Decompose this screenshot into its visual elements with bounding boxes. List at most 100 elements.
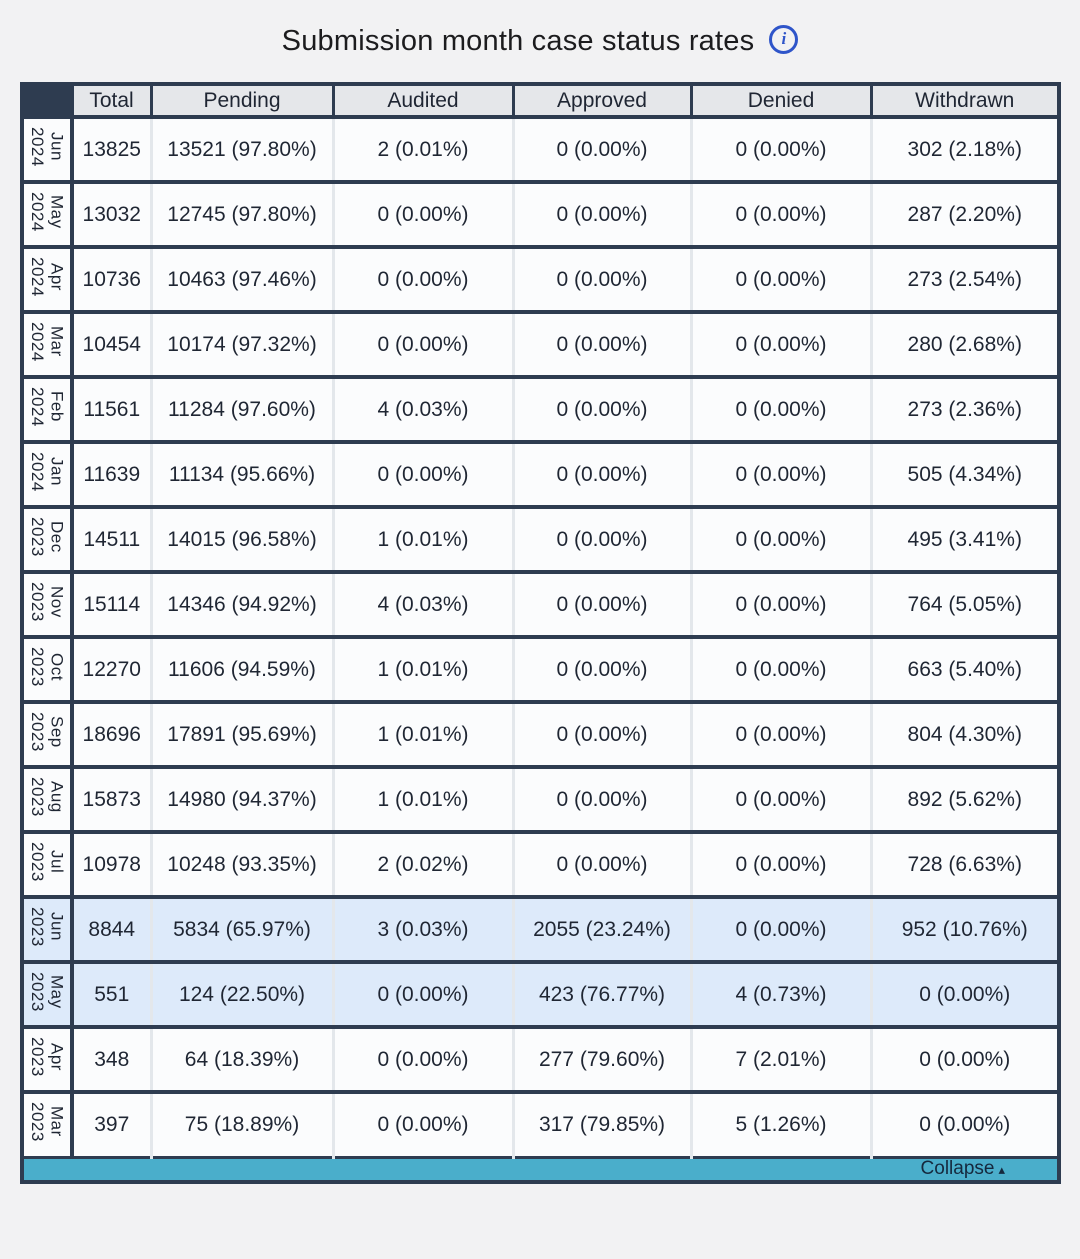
info-icon[interactable]: i [769, 24, 799, 54]
cell-audited: 4 (0.03%) [331, 570, 513, 637]
cell-withdrawn: 663 (5.40%) [869, 635, 1059, 702]
page-title: Submission month case status rates [281, 24, 755, 57]
cell-denied: 0 (0.00%) [689, 115, 871, 182]
row-label-text: Jun 2023 [28, 906, 67, 947]
cell-denied: 0 (0.00%) [689, 310, 871, 377]
table-row: Sep 2023 18696 17891 (95.69%) 1 (0.01%) 0 (0.… [22, 700, 1059, 767]
cell-pending: 10174 (97.32%) [149, 310, 333, 377]
cell-approved: 0 (0.00%) [511, 245, 691, 312]
row-label-jun-2024: Jun 2024 [22, 115, 74, 182]
row-label-text: Dec 2023 [28, 516, 67, 557]
cell-withdrawn: 804 (4.30%) [869, 700, 1059, 767]
cell-pending: 5834 (65.97%) [149, 895, 333, 962]
row-label-text: May 2024 [28, 191, 67, 232]
cell-withdrawn: 495 (3.41%) [869, 505, 1059, 572]
cell-pending: 14015 (96.58%) [149, 505, 333, 572]
cell-total: 11639 [70, 440, 151, 507]
cell-pending: 13521 (97.80%) [149, 115, 333, 182]
cell-audited: 0 (0.00%) [331, 245, 513, 312]
cell-withdrawn: 273 (2.36%) [869, 375, 1059, 442]
cell-pending: 10463 (97.46%) [149, 245, 333, 312]
row-label-text: May 2023 [28, 971, 67, 1012]
table-row: Feb 2024 11561 11284 (97.60%) 4 (0.03%) 0 (0.… [22, 375, 1059, 442]
corner-cell [20, 82, 74, 119]
collapse-button[interactable]: Collapse ▴ [22, 1155, 1059, 1182]
cell-audited: 1 (0.01%) [331, 635, 513, 702]
cell-approved: 277 (79.60%) [511, 1025, 691, 1092]
cell-withdrawn: 273 (2.54%) [869, 245, 1059, 312]
cell-approved: 0 (0.00%) [511, 700, 691, 767]
cell-total: 12270 [70, 635, 151, 702]
row-label-text: Aug 2023 [28, 776, 67, 817]
cell-withdrawn: 0 (0.00%) [869, 1090, 1059, 1157]
row-label-text: Jul 2023 [28, 841, 67, 882]
cell-approved: 0 (0.00%) [511, 505, 691, 572]
cell-withdrawn: 280 (2.68%) [869, 310, 1059, 377]
table-row: Oct 2023 12270 11606 (94.59%) 1 (0.01%) 0 (0.… [22, 635, 1059, 702]
table-row: Jun 2023 8844 5834 (65.97%) 3 (0.03%) 2055 (2… [22, 895, 1059, 962]
cell-denied: 0 (0.00%) [689, 765, 871, 832]
cell-pending: 12745 (97.80%) [149, 180, 333, 247]
status-table: Total Pending Audited Approved Denied Wi… [20, 82, 1061, 1184]
column-header-approved: Approved [511, 82, 693, 119]
row-label-jan-2024: Jan 2024 [22, 440, 74, 507]
table-header: Total Pending Audited Approved Denied Wi… [20, 82, 1061, 119]
cell-audited: 0 (0.00%) [331, 960, 513, 1027]
row-label-text: Apr 2023 [28, 1036, 67, 1077]
column-header-withdrawn: Withdrawn [869, 82, 1061, 119]
table-row: Apr 2023 348 64 (18.39%) 0 (0.00%) 277 (79.60… [22, 1025, 1059, 1092]
row-label-text: Oct 2023 [28, 646, 67, 687]
cell-approved: 0 (0.00%) [511, 765, 691, 832]
cell-withdrawn: 0 (0.00%) [869, 1025, 1059, 1092]
cell-pending: 17891 (95.69%) [149, 700, 333, 767]
cell-denied: 5 (1.26%) [689, 1090, 871, 1157]
cell-pending: 10248 (93.35%) [149, 830, 333, 897]
cell-denied: 0 (0.00%) [689, 505, 871, 572]
cell-denied: 0 (0.00%) [689, 895, 871, 962]
cell-total: 10736 [70, 245, 151, 312]
row-label-mar-2023: Mar 2023 [22, 1090, 74, 1157]
cell-withdrawn: 0 (0.00%) [869, 960, 1059, 1027]
row-label-feb-2024: Feb 2024 [22, 375, 74, 442]
caret-up-icon: ▴ [998, 1161, 1005, 1177]
cell-approved: 0 (0.00%) [511, 375, 691, 442]
row-label-text: Jun 2024 [28, 126, 67, 167]
column-header-pending: Pending [149, 82, 335, 119]
cell-pending: 11606 (94.59%) [149, 635, 333, 702]
row-label-sep-2023: Sep 2023 [22, 700, 74, 767]
cell-approved: 0 (0.00%) [511, 115, 691, 182]
row-label-apr-2023: Apr 2023 [22, 1025, 74, 1092]
cell-withdrawn: 764 (5.05%) [869, 570, 1059, 637]
row-label-oct-2023: Oct 2023 [22, 635, 74, 702]
cell-total: 11561 [70, 375, 151, 442]
row-label-may-2023: May 2023 [22, 960, 74, 1027]
cell-pending: 14980 (94.37%) [149, 765, 333, 832]
cell-total: 14511 [70, 505, 151, 572]
table-row: May 2023 551 124 (22.50%) 0 (0.00%) 423 (76.7… [22, 960, 1059, 1027]
table-row: Aug 2023 15873 14980 (94.37%) 1 (0.01%) 0 (0.… [22, 765, 1059, 832]
cell-approved: 0 (0.00%) [511, 310, 691, 377]
row-label-text: Nov 2023 [28, 581, 67, 622]
cell-withdrawn: 892 (5.62%) [869, 765, 1059, 832]
table-row: Jul 2023 10978 10248 (93.35%) 2 (0.02%) 0 (0.… [22, 830, 1059, 897]
cell-pending: 11284 (97.60%) [149, 375, 333, 442]
collapse-label: Collapse [920, 1157, 995, 1179]
cell-denied: 0 (0.00%) [689, 245, 871, 312]
row-label-jun-2023: Jun 2023 [22, 895, 74, 962]
cell-denied: 0 (0.00%) [689, 635, 871, 702]
cell-audited: 0 (0.00%) [331, 180, 513, 247]
cell-approved: 0 (0.00%) [511, 635, 691, 702]
cell-approved: 0 (0.00%) [511, 830, 691, 897]
row-label-text: Feb 2024 [28, 386, 67, 427]
cell-denied: 7 (2.01%) [689, 1025, 871, 1092]
column-header-denied: Denied [689, 82, 873, 119]
cell-withdrawn: 287 (2.20%) [869, 180, 1059, 247]
cell-total: 8844 [70, 895, 151, 962]
cell-approved: 0 (0.00%) [511, 570, 691, 637]
table-body: Jun 2024 13825 13521 (97.80%) 2 (0.01%) 0 (0.… [22, 115, 1059, 1157]
row-label-jul-2023: Jul 2023 [22, 830, 74, 897]
title-row: Submission month case status rates i [0, 0, 1080, 82]
cell-audited: 4 (0.03%) [331, 375, 513, 442]
row-label-text: Sep 2023 [28, 711, 67, 752]
cell-withdrawn: 952 (10.76%) [869, 895, 1059, 962]
